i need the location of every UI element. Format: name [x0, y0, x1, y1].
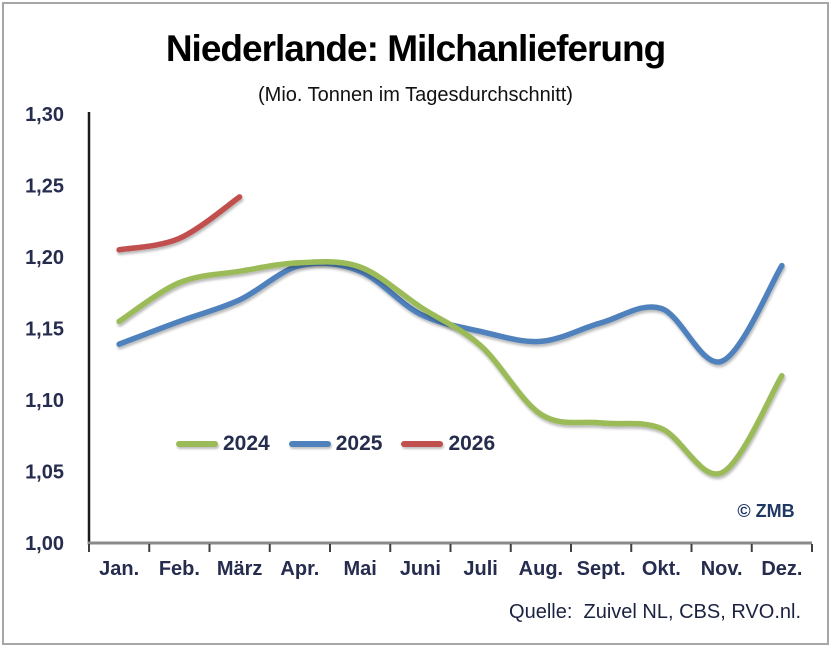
y-axis-label: 1,20 [25, 247, 64, 269]
legend-swatch-2025-icon [288, 441, 331, 447]
x-axis-label: Juni [400, 558, 441, 580]
x-axis-label: Nov. [701, 558, 743, 580]
series-line-2025 [116, 260, 785, 365]
x-axis-label: Apr. [280, 558, 319, 580]
axes: Jan. Feb. März Apr. Mai Juni Juli Aug. Sept. Okt.… [25, 104, 813, 580]
legend-label-2024: 2024 [223, 432, 270, 455]
legend-swatch-2026-icon [401, 441, 444, 447]
x-axis-label: Juli [463, 558, 497, 580]
x-axis-label: Sept. [577, 558, 626, 580]
copyright-zmb: © ZMB [737, 501, 795, 521]
x-axis-label: Feb. [159, 558, 200, 580]
legend-swatch-2024-icon [176, 441, 218, 447]
legend-label-2026: 2026 [448, 432, 496, 455]
x-axis-label: März [217, 558, 263, 580]
legend-label-2025: 2025 [335, 432, 383, 455]
series-line-2024 [116, 259, 785, 477]
source-note: Quelle: Zuivel NL, CBS, RVO.nl. [509, 601, 801, 623]
x-axis-label: Mai [343, 558, 376, 580]
x-axis-label: Jan. [99, 558, 139, 580]
x-axis-label: Okt. [642, 558, 681, 580]
y-axis-label: 1,10 [25, 390, 64, 412]
legend-item-2024: 2024 [176, 432, 270, 456]
series-line-2026 [116, 194, 243, 253]
y-axis-label: 1,05 [25, 462, 64, 484]
x-axis-label: Dez. [761, 558, 802, 580]
y-axis-label: 1,25 [25, 176, 64, 198]
chart-title: Niederlande: Milchanlieferung [165, 28, 666, 69]
y-axis-label: 1,15 [25, 319, 64, 341]
legend-item-2026: 2026 [401, 432, 495, 456]
series-lines [116, 194, 785, 477]
chart-legend: 2024 2025 2026 [176, 432, 495, 456]
y-axis-label: 1,30 [25, 104, 64, 126]
legend-item-2025: 2025 [288, 432, 383, 456]
y-axis-label: 1,00 [25, 533, 64, 555]
chart-subtitle: (Mio. Tonnen im Tagesdurchschnitt) [258, 84, 573, 106]
x-axis-label: Aug. [519, 558, 563, 580]
